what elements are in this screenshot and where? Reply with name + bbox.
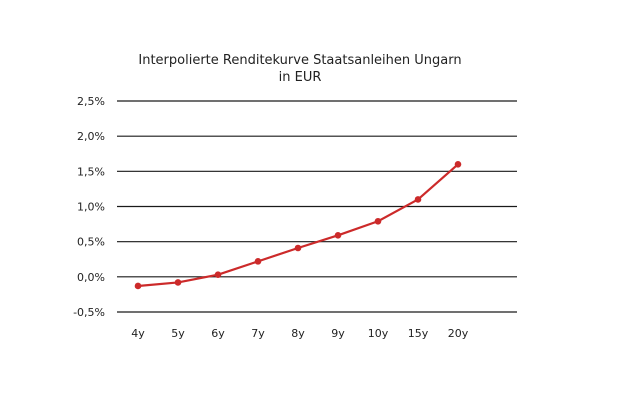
chart-title: Interpolierte Renditekurve Staatsanleihe… (138, 53, 462, 68)
x-tick-label: 4y (131, 327, 145, 340)
data-point (414, 196, 422, 203)
x-tick-label: 10y (368, 327, 389, 340)
y-tick-label: 1,0% (77, 201, 105, 214)
x-tick-label: 20y (448, 327, 469, 340)
data-point (174, 279, 182, 286)
y-tick-label: -0,5% (73, 306, 105, 319)
x-tick-label: 8y (291, 327, 305, 340)
x-tick-label: 7y (251, 327, 265, 340)
x-tick-label: 5y (171, 327, 185, 340)
data-point (294, 244, 302, 252)
y-tick-label: 1,5% (77, 165, 105, 178)
y-tick-label: 2,5% (77, 95, 105, 108)
y-tick-label: 2,0% (77, 130, 105, 143)
data-point (134, 282, 142, 290)
data-point (454, 161, 462, 168)
x-tick-label: 6y (211, 327, 225, 340)
data-point (374, 217, 382, 225)
x-tick-label: 15y (408, 327, 429, 340)
series-line (137, 163, 459, 288)
x-tick-label: 9y (331, 327, 345, 340)
y-tick-label: 0,0% (77, 271, 105, 284)
chart-subtitle: in EUR (278, 70, 322, 85)
y-tick-label: 0,5% (77, 236, 105, 249)
data-point (334, 232, 342, 239)
data-point (254, 258, 262, 265)
data-point (214, 271, 222, 279)
